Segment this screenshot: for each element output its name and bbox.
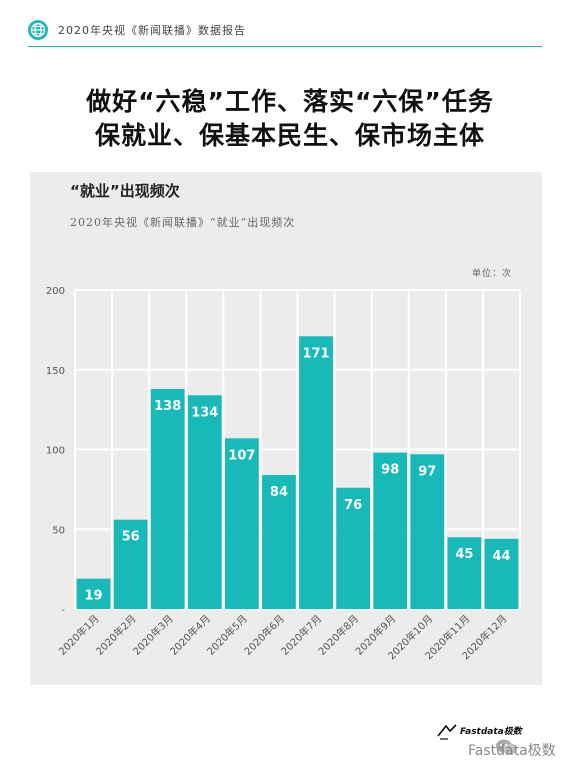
bar: [113, 519, 148, 609]
wechat-account-text: Fastdata极数: [468, 743, 556, 759]
header-divider: [28, 46, 542, 47]
bar-chart: -50100150200192020年1月562020年2月1382020年3月…: [46, 286, 521, 662]
bar: [484, 538, 519, 609]
bar: [373, 452, 408, 609]
bar: [76, 578, 111, 609]
bar-value-label: 138: [154, 399, 181, 414]
chart-panel: “就业”出现频次 2020年央视《新闻联播》“就业”出现频次 单位：次 - 50 1…: [30, 172, 542, 685]
bar-value-label: 56: [122, 530, 140, 545]
bar: [262, 475, 296, 609]
bar: [187, 395, 222, 609]
page-title-line1: 做好“六稳”工作、落实“六保”任务: [86, 87, 494, 116]
bar-value-label: 45: [455, 547, 473, 562]
bar: [410, 454, 445, 609]
wechat-icon: [496, 739, 517, 755]
bar-value-label: 134: [191, 405, 218, 420]
bar: [225, 438, 259, 609]
page-title-line2: 保就业、保基本民生、保市场主体: [94, 121, 485, 150]
logo-text: Fastdata极数: [460, 727, 522, 737]
report-header: 2020年央视《新闻联播》数据报告: [28, 20, 542, 50]
bar-value-label: 44: [492, 549, 510, 564]
header-text: 2020年央视《新闻联播》数据报告: [58, 24, 246, 37]
bar: [336, 487, 370, 609]
bar-value-label: 76: [344, 498, 362, 513]
bar: [447, 537, 482, 609]
bar-value-label: 19: [84, 589, 102, 604]
y-tick-label: -: [61, 605, 65, 616]
bar-value-label: 107: [228, 448, 255, 463]
bar-value-label: 98: [381, 463, 399, 478]
y-tick-label: 150: [46, 366, 65, 377]
chart-subtitle: 2020年央视《新闻联播》“就业”出现频次: [70, 216, 296, 229]
unit-label: 单位：次: [471, 269, 512, 279]
globe-icon: [28, 20, 48, 40]
bar: [150, 388, 185, 609]
bar-value-label: 84: [270, 485, 288, 500]
fastdata-logo: [437, 724, 457, 740]
bar: [299, 336, 333, 609]
chart-title: “就业”出现频次: [70, 182, 180, 200]
y-tick-label: 100: [46, 446, 65, 457]
bar-value-label: 97: [418, 464, 436, 479]
bar-value-label: 171: [302, 346, 329, 361]
y-tick-label: 50: [52, 525, 65, 536]
y-tick-label: 200: [46, 286, 65, 297]
